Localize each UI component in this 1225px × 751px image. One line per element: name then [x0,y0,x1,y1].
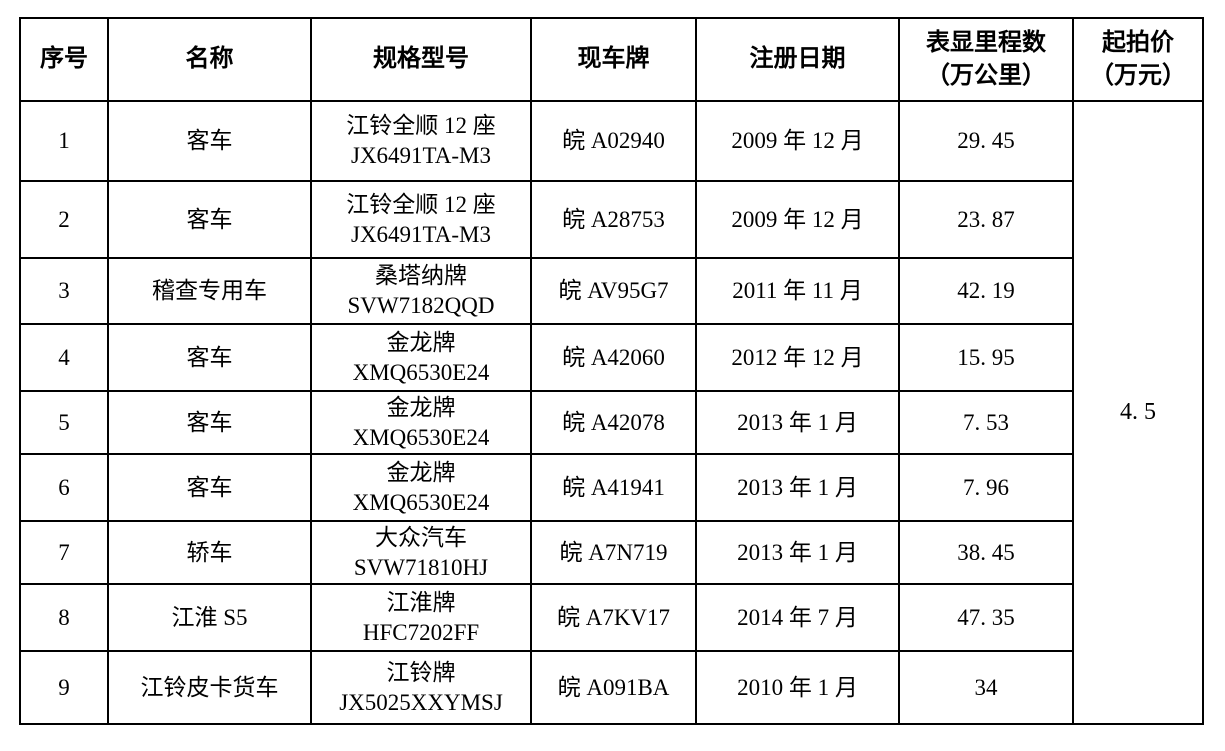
cell-reg-date: 2009 年 12 月 [695,180,900,259]
cell-mileage: 47. 35 [898,583,1074,652]
header-row: 序号 名称 规格型号 现车牌 注册日期 表显里程数 （万公里） 起拍价 （万元） [19,17,1204,102]
table-row: 7 轿车 大众汽车 SVW71810HJ 皖 A7N719 2013 年 1 月… [19,520,1203,585]
header-cell-spec: 规格型号 [310,17,532,102]
price-merged-cell: 4. 5 [1072,100,1204,725]
table-row: 8 江淮 S5 江淮牌 HFC7202FF 皖 A7KV17 2014 年 7 … [19,583,1203,652]
cell-plate: 皖 A7N719 [530,520,697,585]
cell-mileage: 15. 95 [898,323,1074,392]
header-cell-reg-date: 注册日期 [695,17,900,102]
cell-mileage: 7. 96 [898,453,1074,522]
cell-mileage: 34 [898,650,1074,725]
cell-plate: 皖 A42078 [530,390,697,455]
cell-name: 轿车 [107,520,312,585]
cell-no: 4 [19,323,109,392]
table-row: 9 江铃皮卡货车 江铃牌 JX5025XXYMSJ 皖 A091BA 2010 … [19,650,1203,725]
cell-spec: 江淮牌 HFC7202FF [310,583,532,652]
cell-spec: 大众汽车 SVW71810HJ [310,520,532,585]
cell-no: 6 [19,453,109,522]
cell-reg-date: 2012 年 12 月 [695,323,900,392]
header-cell-plate: 现车牌 [530,17,697,102]
cell-name: 客车 [107,323,312,392]
cell-name: 稽查专用车 [107,257,312,325]
cell-mileage: 42. 19 [898,257,1074,325]
cell-plate: 皖 A091BA [530,650,697,725]
cell-spec: 江铃牌 JX5025XXYMSJ [310,650,532,725]
cell-plate: 皖 A41941 [530,453,697,522]
cell-no: 1 [19,100,109,182]
cell-no: 8 [19,583,109,652]
cell-no: 2 [19,180,109,259]
cell-no: 7 [19,520,109,585]
cell-plate: 皖 AV95G7 [530,257,697,325]
cell-plate: 皖 A7KV17 [530,583,697,652]
cell-reg-date: 2014 年 7 月 [695,583,900,652]
cell-reg-date: 2011 年 11 月 [695,257,900,325]
cell-name: 江铃皮卡货车 [107,650,312,725]
cell-reg-date: 2013 年 1 月 [695,390,900,455]
cell-reg-date: 2009 年 12 月 [695,100,900,182]
cell-reg-date: 2010 年 1 月 [695,650,900,725]
cell-spec: 金龙牌 XMQ6530E24 [310,453,532,522]
cell-plate: 皖 A42060 [530,323,697,392]
cell-name: 客车 [107,100,312,182]
cell-spec: 江铃全顺 12 座 JX6491TA-M3 [310,180,532,259]
cell-no: 5 [19,390,109,455]
cell-name: 江淮 S5 [107,583,312,652]
cell-reg-date: 2013 年 1 月 [695,520,900,585]
cell-spec: 江铃全顺 12 座 JX6491TA-M3 [310,100,532,182]
table-row: 2 客车 江铃全顺 12 座 JX6491TA-M3 皖 A28753 2009… [19,180,1203,259]
cell-no: 3 [19,257,109,325]
header-cell-name: 名称 [107,17,312,102]
header-cell-price: 起拍价 （万元） [1072,17,1204,102]
cell-no: 9 [19,650,109,725]
header-cell-no: 序号 [19,17,109,102]
cell-mileage: 38. 45 [898,520,1074,585]
cell-name: 客车 [107,390,312,455]
cell-name: 客车 [107,180,312,259]
table-row: 5 客车 金龙牌 XMQ6530E24 皖 A42078 2013 年 1 月 … [19,390,1203,455]
cell-mileage: 7. 53 [898,390,1074,455]
cell-plate: 皖 A28753 [530,180,697,259]
cell-spec: 桑塔纳牌 SVW7182QQD [310,257,532,325]
header-cell-mileage: 表显里程数 （万公里） [898,17,1074,102]
table-row: 4 客车 金龙牌 XMQ6530E24 皖 A42060 2012 年 12 月… [19,323,1203,392]
cell-reg-date: 2013 年 1 月 [695,453,900,522]
cell-plate: 皖 A02940 [530,100,697,182]
table-row: 6 客车 金龙牌 XMQ6530E24 皖 A41941 2013 年 1 月 … [19,453,1203,522]
cell-name: 客车 [107,453,312,522]
table-row: 3 稽查专用车 桑塔纳牌 SVW7182QQD 皖 AV95G7 2011 年 … [19,257,1203,325]
cell-spec: 金龙牌 XMQ6530E24 [310,323,532,392]
cell-mileage: 29. 45 [898,100,1074,182]
cell-mileage: 23. 87 [898,180,1074,259]
table-row: 1 客车 江铃全顺 12 座 JX6491TA-M3 皖 A02940 2009… [19,100,1204,725]
cell-spec: 金龙牌 XMQ6530E24 [310,390,532,455]
vehicle-auction-table: 序号 名称 规格型号 现车牌 注册日期 表显里程数 （万公里） 起拍价 （万元）… [19,17,1204,725]
